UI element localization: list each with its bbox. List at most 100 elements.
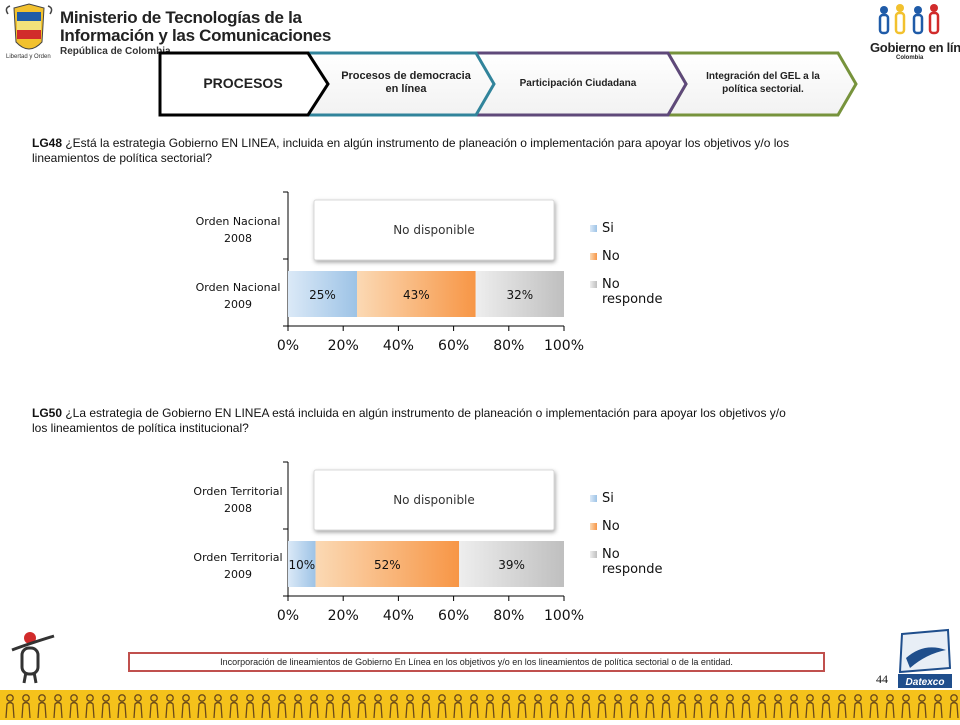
data-label: 10% — [288, 558, 315, 572]
legend-label: No responde — [602, 547, 663, 577]
strip-figure-head — [390, 694, 398, 702]
legend-swatch — [590, 225, 597, 232]
strip-figure-body — [869, 701, 879, 719]
strip-figure-body — [613, 701, 623, 719]
x-tick-label: 100% — [544, 608, 584, 624]
ministry-name-line1: Ministerio de Tecnologías de la — [60, 8, 302, 27]
strip-figure-body — [21, 701, 31, 719]
strip-figure-body — [789, 701, 799, 719]
legend-label-line: responde — [602, 292, 663, 307]
strip-figure-body — [821, 701, 831, 719]
strip-figure-head — [182, 694, 190, 702]
legend-swatch — [590, 495, 597, 502]
crest-motto: Libertad y Orden — [6, 54, 51, 60]
legend-swatch — [590, 551, 597, 558]
strip-figure-head — [230, 694, 238, 702]
bar-segment — [288, 271, 357, 317]
unavailable-note: No disponible — [393, 493, 475, 507]
tab-integracion-gel[interactable]: Integración del GEL a la política sector… — [706, 71, 820, 95]
data-label: 25% — [309, 288, 336, 302]
x-tick-label: 80% — [493, 338, 524, 354]
strip-figure-head — [6, 694, 14, 702]
legend-swatch — [590, 281, 597, 288]
strip-figure-head — [198, 694, 206, 702]
tab-participacion-ciudadana[interactable]: Participación Ciudadana — [519, 77, 637, 89]
colombia-crest-icon — [5, 3, 53, 50]
strip-figure-head — [294, 694, 302, 702]
strip-figure-head — [838, 694, 846, 702]
tab-procesos-democracia[interactable]: Procesos de democracia en línea — [341, 70, 471, 95]
strip-figure-body — [629, 701, 639, 719]
strip-figure-body — [533, 701, 543, 719]
strip-figure-body — [325, 701, 335, 719]
strip-figure-head — [502, 694, 510, 702]
chart-orden-territorial: 0% 20% 40% 60% 80% 100% Orden Territorial 2008 O… — [190, 458, 680, 638]
footer-note: Incorporación de lineamientos de Gobiern… — [128, 652, 825, 672]
x-tick-label: 0% — [277, 608, 299, 624]
legend-label: Si — [602, 221, 614, 236]
strip-figure-head — [102, 694, 110, 702]
strip-figure-body — [165, 701, 175, 719]
strip-figure-body — [85, 701, 95, 719]
strip-figure-head — [886, 694, 894, 702]
strip-figure-head — [934, 694, 942, 702]
strip-figure-head — [358, 694, 366, 702]
strip-figure-head — [326, 694, 334, 702]
strip-figure-body — [309, 701, 319, 719]
category-label: 2009 — [224, 298, 252, 311]
strip-figure-body — [949, 701, 959, 719]
strip-figure-head — [262, 694, 270, 702]
strip-figure-body — [149, 701, 159, 719]
category-label: 2008 — [224, 502, 252, 515]
people-figures-icon — [878, 4, 940, 35]
strip-figure-body — [181, 701, 191, 719]
x-tick-label: 60% — [438, 338, 469, 354]
strip-figure-head — [822, 694, 830, 702]
bar-segment — [357, 271, 476, 317]
strip-figure-head — [54, 694, 62, 702]
strip-figure-body — [565, 701, 575, 719]
strip-figure-head — [22, 694, 30, 702]
bar-segment — [475, 271, 564, 317]
strip-figure-body — [549, 701, 559, 719]
strip-figure-head — [582, 694, 590, 702]
chart-orden-nacional: 0% 20% 40% 60% 80% 100% Orden Nacional 2008 Orde… — [190, 188, 680, 368]
strip-figure-body — [725, 701, 735, 719]
strip-figure-head — [486, 694, 494, 702]
strip-figure-head — [918, 694, 926, 702]
bar-segment — [459, 541, 564, 587]
strip-figure-head — [646, 694, 654, 702]
legend-label: No — [602, 249, 620, 264]
strip-figure-body — [469, 701, 479, 719]
strip-figure-head — [134, 694, 142, 702]
strip-figure-head — [598, 694, 606, 702]
strip-figure-head — [518, 694, 526, 702]
x-tick-label: 100% — [544, 338, 584, 354]
strip-figure-body — [677, 701, 687, 719]
strip-figure-body — [261, 701, 271, 719]
strip-figure-body — [709, 701, 719, 719]
strip-figure-head — [806, 694, 814, 702]
strip-figure-head — [710, 694, 718, 702]
strip-figure-body — [213, 701, 223, 719]
legend-swatch — [590, 523, 597, 530]
tab-procesos[interactable]: PROCESOS — [203, 75, 283, 91]
strip-figure-body — [389, 701, 399, 719]
strip-figure-body — [837, 701, 847, 719]
category-label: Orden Nacional — [196, 281, 281, 294]
strip-figure-body — [277, 701, 287, 719]
strip-figure-body — [453, 701, 463, 719]
strip-figure-head — [278, 694, 286, 702]
chart-orden-territorial-svg: 0% 20% 40% 60% 80% 100% Orden Territorial 2008 O… — [193, 461, 663, 624]
strip-figure-body — [581, 701, 591, 719]
strip-figure-body — [245, 701, 255, 719]
category-label: Orden Nacional — [196, 215, 281, 228]
strip-figure-head — [758, 694, 766, 702]
page-number: 44 — [876, 672, 888, 686]
data-label: 43% — [403, 288, 430, 302]
strip-figure-head — [614, 694, 622, 702]
x-tick-label: 20% — [328, 338, 359, 354]
strip-figure-head — [470, 694, 478, 702]
question-code: LG50 — [32, 406, 63, 420]
ministry-country: República de Colombia — [60, 46, 171, 57]
